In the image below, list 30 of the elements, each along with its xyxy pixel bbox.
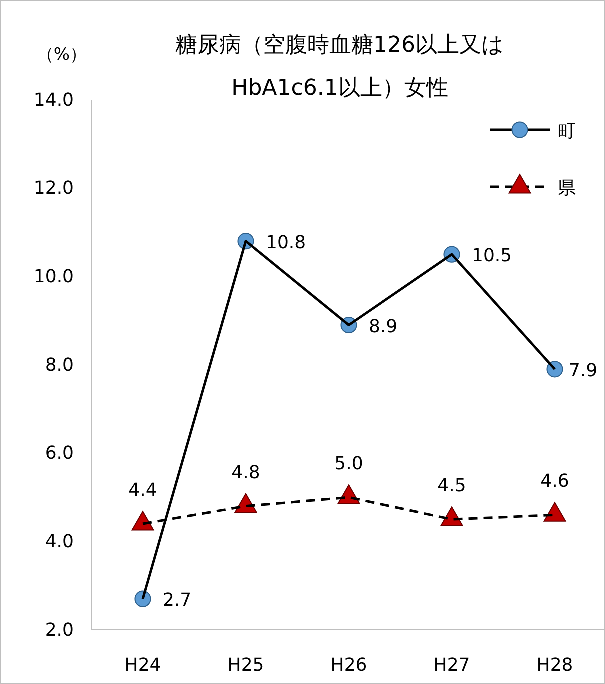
point — [544, 502, 566, 522]
point — [440, 506, 464, 526]
x-tick-label: H28 — [536, 654, 574, 676]
y-tick-label: 4.0 — [45, 531, 74, 552]
x-tick-label: H24 — [124, 654, 162, 676]
data-label: 8.9 — [369, 316, 398, 338]
y-tick-label: 12.0 — [34, 178, 74, 200]
data-label: 10.8 — [266, 232, 306, 254]
data-label: 10.5 — [472, 246, 512, 267]
data-label: 5.0 — [334, 454, 364, 474]
legend-label: 町 — [558, 121, 576, 142]
data-label: 4.6 — [540, 471, 570, 492]
point — [546, 361, 564, 378]
y-tick-label: 2.0 — [45, 620, 74, 641]
y-axis-title: （%） — [36, 45, 88, 65]
x-tick-label: H26 — [330, 654, 368, 676]
data-label: 4.5 — [438, 476, 466, 497]
data-label: 2.7 — [163, 590, 192, 612]
data-label: 4.4 — [128, 480, 158, 501]
y-tick-label: 6.0 — [45, 443, 74, 464]
point — [132, 511, 154, 531]
legend-label: 県 — [558, 178, 576, 199]
chart-title: 糖尿病（空腹時血糖126以上又は HbA1c6.1以上）女性 — [176, 33, 504, 101]
data-label: 4.8 — [232, 462, 260, 484]
y-tick-label: 8.0 — [45, 354, 74, 376]
y-tick-label: 14.0 — [34, 90, 74, 111]
data-label: 7.9 — [569, 360, 598, 382]
x-tick-label: H27 — [434, 654, 470, 676]
x-tick-label: H25 — [228, 654, 264, 676]
y-tick-label: 10.0 — [34, 266, 74, 288]
